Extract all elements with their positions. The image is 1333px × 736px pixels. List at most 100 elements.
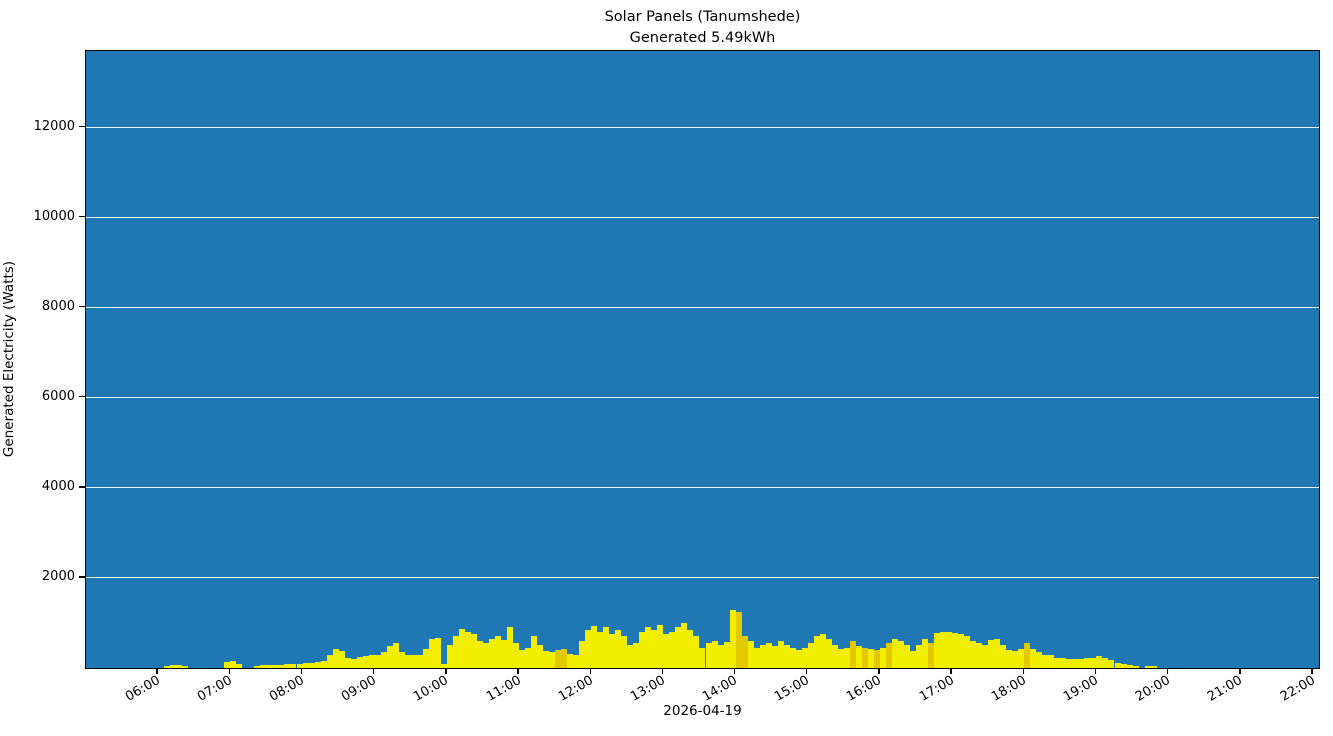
bar (1096, 656, 1103, 668)
bar (633, 643, 640, 668)
bar (470, 634, 477, 668)
bar (1132, 665, 1139, 668)
bar (332, 649, 339, 668)
x-tick-label: 06:00 (122, 673, 163, 705)
x-axis-label: 2026-04-19 (663, 703, 742, 719)
y-tick-mark (79, 486, 85, 488)
bar (873, 650, 880, 668)
bar (513, 643, 520, 668)
bar (573, 654, 580, 668)
bar (230, 661, 237, 668)
bar (314, 662, 321, 668)
bar (1030, 649, 1037, 668)
bar (819, 634, 826, 668)
x-tick-mark (661, 668, 664, 674)
bar (525, 647, 532, 668)
bar (897, 640, 904, 668)
bar (440, 663, 447, 668)
x-tick-label: 10:00 (411, 673, 452, 705)
bar (627, 645, 634, 668)
bar (543, 650, 550, 668)
bar (645, 627, 652, 668)
chart-title-line-2: Generated 5.49kWh (629, 30, 776, 46)
bar (717, 645, 724, 668)
bar (182, 665, 189, 668)
bar (501, 640, 507, 668)
x-tick-mark (1094, 668, 1097, 674)
chart-title: Solar Panels (Tanumshede) Generated 5.49… (85, 7, 1320, 49)
bar (164, 665, 171, 668)
bar (789, 647, 796, 668)
bar (585, 629, 592, 668)
bar (531, 636, 538, 668)
bar (488, 638, 495, 668)
bar (428, 638, 435, 668)
bar (519, 650, 526, 668)
bar (747, 640, 754, 668)
bar (434, 637, 441, 668)
bar (928, 643, 935, 668)
x-tick-mark (878, 668, 880, 674)
bar (272, 664, 279, 668)
gridline (86, 216, 1319, 218)
bar (1090, 657, 1097, 668)
bar (302, 663, 309, 668)
bar (254, 665, 261, 668)
bar (374, 654, 381, 668)
x-tick-label: 16:00 (844, 673, 885, 705)
bar (404, 654, 411, 668)
bar (458, 628, 465, 668)
bar (591, 625, 598, 668)
bar (813, 636, 820, 668)
bar (1084, 658, 1091, 668)
bar (1102, 658, 1109, 668)
bar (356, 657, 363, 668)
y-tick-mark (79, 576, 85, 578)
bar (1018, 649, 1025, 668)
bar (946, 631, 953, 668)
x-tick-label: 07:00 (194, 673, 235, 705)
bar (476, 640, 483, 668)
bar (236, 663, 243, 668)
bar (994, 638, 1001, 668)
bar (669, 631, 676, 668)
bar (296, 663, 303, 668)
bar (771, 646, 778, 668)
bar (765, 643, 772, 668)
bar (910, 650, 916, 668)
bar (837, 649, 844, 668)
bar (260, 665, 267, 668)
bar (970, 640, 977, 668)
bar (170, 665, 177, 668)
bar (1048, 655, 1055, 668)
x-tick-mark (445, 668, 447, 674)
x-tick-mark (806, 668, 808, 674)
x-tick-label: 09:00 (339, 673, 380, 705)
y-axis-label: Generated Electricity (Watts) (1, 260, 17, 458)
bar (561, 649, 568, 668)
x-tick-mark (517, 668, 519, 674)
bar (729, 610, 736, 668)
bar (681, 622, 688, 668)
bar (266, 665, 273, 668)
bar (831, 645, 838, 668)
y-tick-label: 8000 (41, 299, 75, 315)
bar (801, 647, 808, 668)
bar (885, 643, 892, 668)
bar (416, 654, 423, 668)
bar (879, 647, 886, 668)
bar (308, 662, 315, 668)
bar (675, 627, 682, 668)
gridline (86, 306, 1319, 308)
bar (579, 640, 586, 668)
bar (1108, 659, 1115, 668)
x-tick-mark (950, 668, 952, 674)
bar (849, 640, 856, 668)
bar (982, 645, 989, 668)
y-tick-label: 12000 (33, 119, 75, 135)
plot-area (85, 50, 1320, 669)
bar (410, 655, 417, 668)
y-tick-label: 10000 (33, 209, 75, 225)
x-tick-label: 18:00 (988, 673, 1029, 705)
